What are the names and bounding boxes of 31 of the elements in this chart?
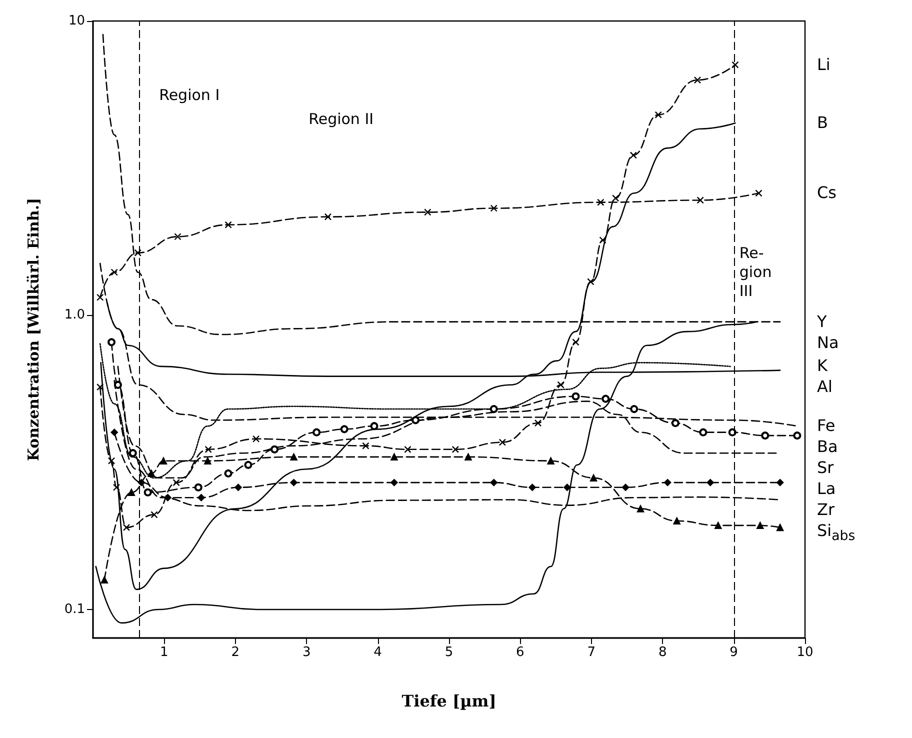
x-tick-label: 7 (587, 645, 596, 660)
text: K (817, 356, 828, 376)
y-tick-label: 10 (68, 14, 85, 28)
x-tick-label: 6 (516, 645, 524, 660)
series-label: Ba (817, 437, 838, 456)
text: Al (817, 377, 832, 396)
text: Si$_{abs}$ (817, 521, 856, 546)
text: Cs (817, 183, 837, 202)
x-tick-label: 9 (730, 645, 738, 660)
annotation: Region I (157, 86, 222, 106)
x-axis-title: Tiefe [µm] (402, 692, 496, 710)
annotation: Re-gion III (737, 244, 792, 301)
text: Sr (817, 458, 834, 478)
text: Y (817, 312, 827, 331)
text: La (817, 479, 836, 498)
x-tick-label: 3 (302, 645, 311, 660)
x-tick-label: 8 (658, 645, 667, 660)
x-tick-label: 4 (374, 645, 382, 660)
text: Li (817, 54, 830, 74)
y-axis-title: Konzentration [Willkürl. Einh.] (24, 198, 42, 462)
text: Zr (817, 500, 835, 520)
y-tick-label: 1.0 (64, 308, 85, 323)
x-tick-label: 5 (444, 645, 454, 660)
series-label: Fe (817, 416, 836, 436)
y-tick-label: 0.1 (64, 602, 85, 617)
text: Na (817, 332, 839, 352)
x-tick-label: 2 (231, 645, 240, 660)
annotation: Region II (306, 110, 376, 129)
text: B (817, 113, 828, 132)
x-tick-label: 10 (796, 645, 814, 660)
x-tick-label: 1 (160, 645, 168, 660)
